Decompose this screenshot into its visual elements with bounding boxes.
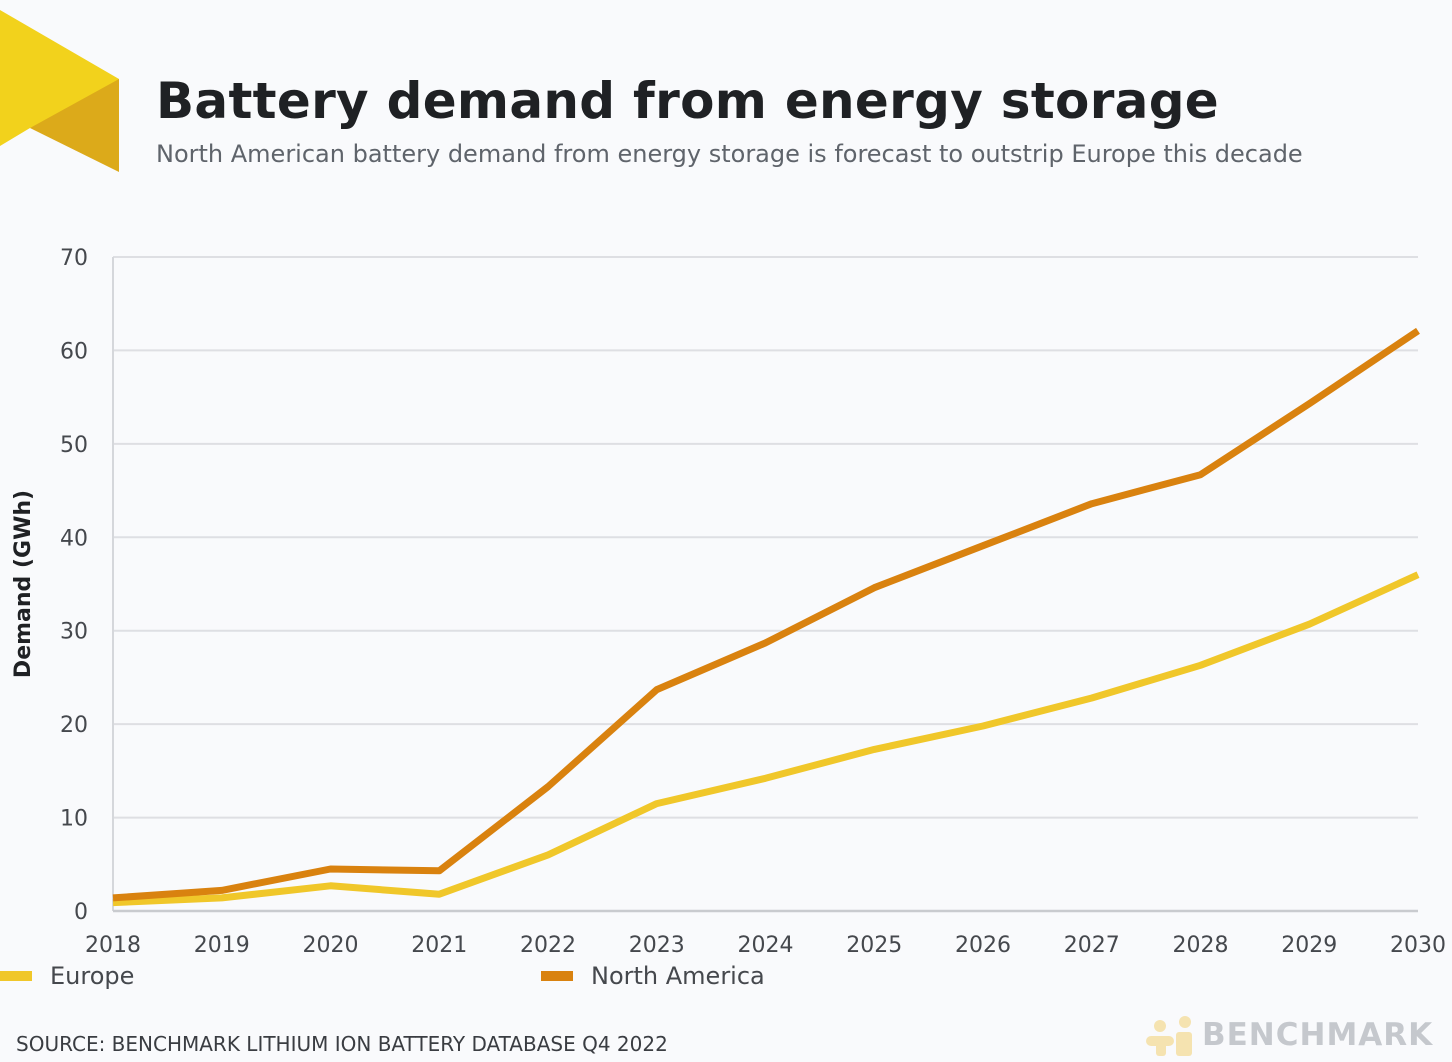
- x-tick-label: 2025: [846, 933, 902, 958]
- x-tick-label: 2027: [1064, 933, 1120, 958]
- chart-title: Battery demand from energy storage: [156, 72, 1220, 130]
- y-tick-label: 40: [60, 526, 88, 551]
- y-tick-label: 10: [60, 807, 88, 832]
- y-tick-label: 50: [60, 433, 88, 458]
- legend-swatch-north-america: [541, 971, 573, 981]
- x-tick-label: 2018: [85, 933, 141, 958]
- grid-lines: [113, 256, 1418, 819]
- y-tick-labels: 0 10 20 30 40 50 60 70: [60, 246, 88, 925]
- x-tick-label: 2023: [629, 933, 685, 958]
- legend-item-north-america[interactable]: North America: [541, 962, 765, 990]
- x-tick-label: 2026: [955, 933, 1011, 958]
- axes: [112, 257, 1418, 913]
- x-tick-label: 2022: [520, 933, 576, 958]
- legend-swatch-europe: [0, 971, 32, 981]
- source-note: SOURCE: BENCHMARK LITHIUM ION BATTERY DA…: [16, 1032, 668, 1056]
- legend-item-europe[interactable]: Europe: [0, 962, 134, 990]
- y-tick-label: 60: [60, 339, 88, 364]
- series-lines: [112, 327, 1420, 907]
- y-tick-label: 0: [74, 900, 88, 925]
- benchmark-logo-icon: [1146, 1016, 1192, 1056]
- x-tick-label: 2028: [1173, 933, 1229, 958]
- x-tick-label: 2020: [303, 933, 359, 958]
- benchmark-brand-logo: BENCHMARK: [1146, 1014, 1433, 1056]
- chart-subtitle: North American battery demand from energ…: [156, 140, 1303, 168]
- legend-label-europe: Europe: [50, 962, 135, 990]
- series-line-north-america: [112, 327, 1420, 902]
- y-axis-title: Demand (GWh): [11, 490, 36, 678]
- y-tick-label: 70: [60, 246, 88, 271]
- series-line-europe: [112, 571, 1420, 907]
- x-tick-label: 2021: [411, 933, 467, 958]
- y-tick-label: 20: [60, 713, 88, 738]
- x-tick-label: 2019: [194, 933, 250, 958]
- legend: Europe North America: [0, 962, 900, 998]
- y-tick-label: 30: [60, 620, 88, 645]
- x-tick-label: 2029: [1281, 933, 1337, 958]
- benchmark-brand-text: BENCHMARK: [1202, 1017, 1434, 1053]
- x-tick-labels: 2018 2019 2020 2021 2022 2023 2024 2025 2026 2027…: [85, 933, 1446, 958]
- corner-logo-icon: [0, 10, 119, 172]
- x-tick-label: 2024: [738, 933, 794, 958]
- logo-dark-triangle: [30, 79, 119, 172]
- x-tick-label: 2030: [1390, 933, 1446, 958]
- legend-label-north-america: North America: [591, 962, 765, 990]
